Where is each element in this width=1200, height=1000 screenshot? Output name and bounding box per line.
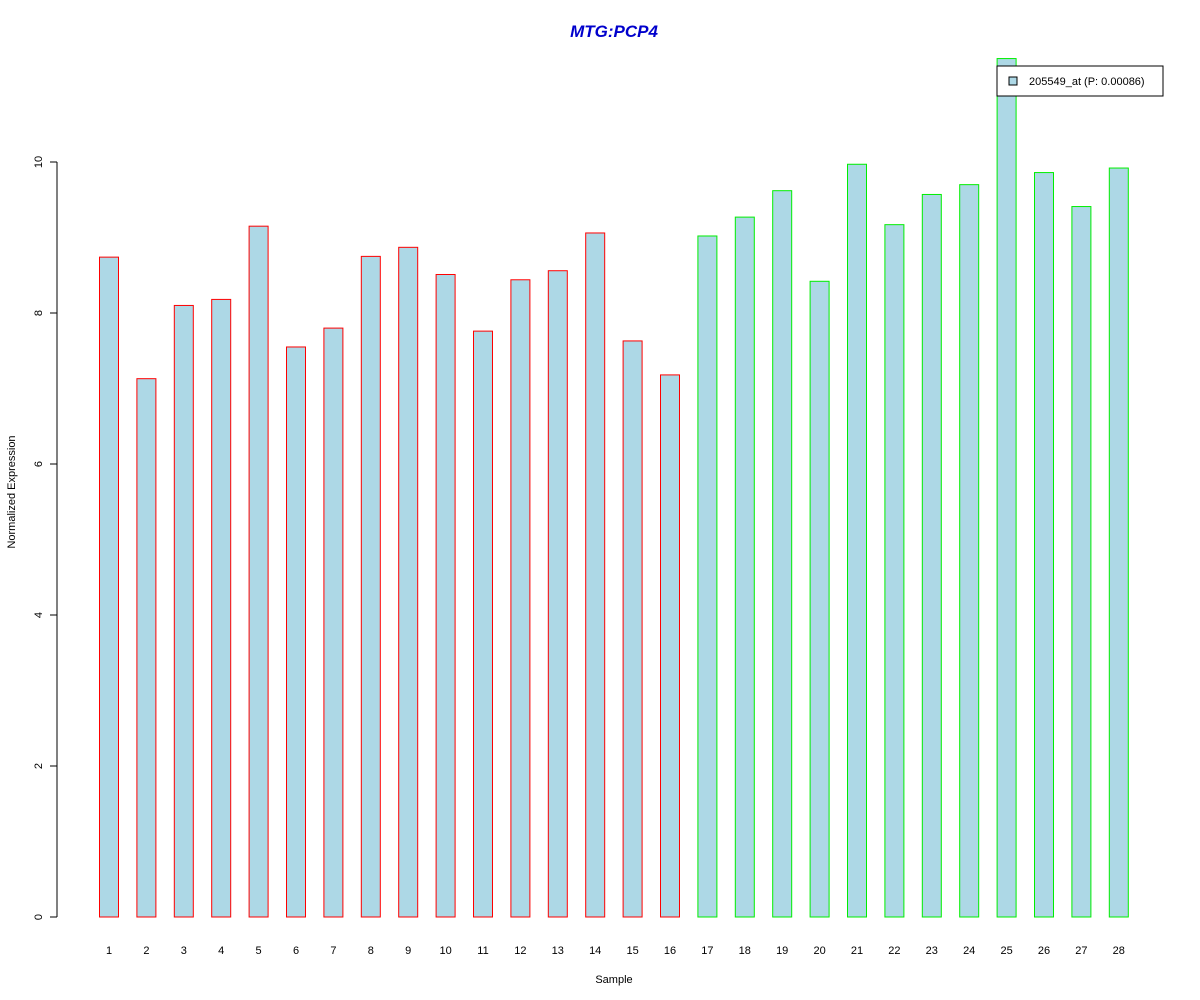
x-tick-label: 14 bbox=[589, 945, 601, 957]
x-tick-label: 1 bbox=[106, 945, 112, 957]
bar bbox=[622, 340, 643, 918]
bar bbox=[1071, 206, 1092, 918]
y-tick-label: 4 bbox=[33, 612, 45, 618]
x-tick-label: 12 bbox=[514, 945, 526, 957]
bar bbox=[809, 280, 830, 918]
bar bbox=[1108, 167, 1129, 918]
y-tick-label: 2 bbox=[33, 763, 45, 769]
bar bbox=[473, 330, 493, 918]
x-tick-label: 17 bbox=[701, 945, 713, 957]
x-tick-label: 7 bbox=[330, 945, 336, 957]
legend-label: 205549_at (P: 0.00086) bbox=[1029, 76, 1145, 88]
bar bbox=[248, 225, 269, 918]
x-tick-label: 5 bbox=[256, 945, 262, 957]
bar bbox=[884, 224, 905, 918]
x-tick-label: 28 bbox=[1113, 945, 1125, 957]
x-tick-label: 2 bbox=[143, 945, 149, 957]
bar bbox=[286, 346, 306, 918]
x-tick-label: 8 bbox=[368, 945, 374, 957]
x-tick-label: 9 bbox=[405, 945, 411, 957]
x-tick-label: 22 bbox=[888, 945, 900, 957]
x-tick-label: 23 bbox=[926, 945, 938, 957]
bar bbox=[585, 232, 606, 918]
y-tick-label: 10 bbox=[33, 156, 45, 168]
x-tick-labels: 1 2 3 4 5 6 7 8 9 10 11 12 13 14 15 16 17 18 19 20 21 22 23 24 2… bbox=[106, 945, 1125, 957]
x-tick-label: 19 bbox=[776, 945, 788, 957]
legend-swatch bbox=[1008, 76, 1018, 86]
bar bbox=[959, 184, 980, 918]
bar bbox=[136, 378, 157, 918]
x-tick-label: 4 bbox=[218, 945, 224, 957]
x-tick-label: 11 bbox=[477, 945, 488, 957]
y-axis: 0 2 4 6 8 10 bbox=[33, 156, 58, 920]
bar bbox=[660, 374, 680, 918]
y-tick-label: 6 bbox=[33, 461, 45, 467]
x-tick-label: 6 bbox=[293, 945, 299, 957]
y-tick-label: 0 bbox=[33, 914, 45, 920]
bar bbox=[772, 190, 793, 918]
x-tick-label: 26 bbox=[1038, 945, 1050, 957]
x-tick-label: 25 bbox=[1000, 945, 1012, 957]
bar bbox=[1034, 172, 1054, 918]
bar bbox=[99, 256, 119, 918]
bar bbox=[211, 298, 232, 918]
x-tick-label: 3 bbox=[181, 945, 187, 957]
bar bbox=[996, 58, 1017, 918]
bar bbox=[734, 216, 755, 918]
bars bbox=[99, 58, 1129, 918]
x-tick-label: 20 bbox=[813, 945, 825, 957]
legend-box bbox=[996, 65, 1164, 97]
bar bbox=[360, 255, 381, 918]
x-tick-label: 15 bbox=[626, 945, 638, 957]
chart-title: MTG:PCP4 bbox=[570, 22, 658, 41]
x-tick-label: 24 bbox=[963, 945, 975, 957]
bar bbox=[847, 163, 867, 918]
x-tick-label: 21 bbox=[851, 945, 863, 957]
x-tick-label: 18 bbox=[739, 945, 751, 957]
y-axis-label: Normalized Expression bbox=[6, 435, 18, 548]
x-tick-label: 27 bbox=[1075, 945, 1087, 957]
bar bbox=[435, 273, 456, 918]
bar bbox=[547, 270, 568, 918]
bar bbox=[323, 327, 344, 918]
bar bbox=[398, 246, 419, 918]
bar bbox=[510, 279, 531, 918]
x-tick-label: 13 bbox=[552, 945, 564, 957]
legend: 205549_at (P: 0.00086) bbox=[996, 65, 1164, 97]
bar bbox=[921, 193, 942, 918]
y-tick-label: 8 bbox=[33, 310, 45, 316]
x-tick-label: 10 bbox=[439, 945, 451, 957]
x-tick-label: 16 bbox=[664, 945, 676, 957]
bar bbox=[697, 235, 718, 918]
x-axis-label: Sample bbox=[595, 974, 632, 986]
bar bbox=[173, 304, 194, 918]
